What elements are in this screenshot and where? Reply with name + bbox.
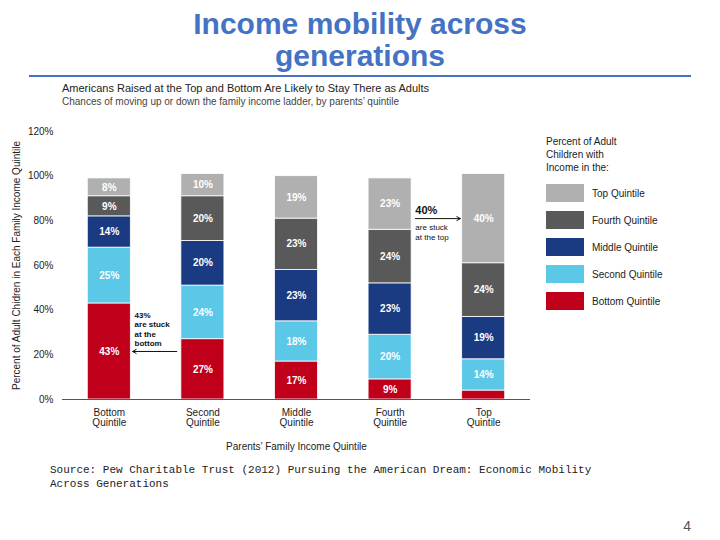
svg-text:MiddleQuintile: MiddleQuintile bbox=[280, 407, 314, 428]
svg-text:10%: 10% bbox=[193, 179, 213, 190]
svg-text:FourthQuintile: FourthQuintile bbox=[373, 407, 407, 428]
svg-text:43%are stuckat thebottom: 43%are stuckat thebottom bbox=[135, 311, 171, 349]
svg-text:20%: 20% bbox=[380, 351, 400, 362]
svg-text:23%: 23% bbox=[380, 198, 400, 209]
svg-text:19%: 19% bbox=[474, 332, 494, 343]
svg-text:40%: 40% bbox=[474, 213, 494, 224]
svg-text:27%: 27% bbox=[193, 364, 213, 375]
svg-text:Percent of Adult Chidren in Ea: Percent of Adult Chidren in Each Family … bbox=[11, 141, 22, 390]
svg-text:24%: 24% bbox=[474, 284, 494, 295]
svg-text:18%: 18% bbox=[286, 336, 306, 347]
html-text:Chances of moving up or down t: Chances of moving up or down the family … bbox=[62, 96, 399, 107]
svg-text:SecondQuintile: SecondQuintile bbox=[186, 407, 220, 428]
svg-text:23%: 23% bbox=[380, 303, 400, 314]
svg-text:17%: 17% bbox=[286, 375, 306, 386]
html-text:Bottom Quintile: Bottom Quintile bbox=[592, 295, 661, 307]
svg-text:24%: 24% bbox=[193, 307, 213, 318]
svg-text:0%: 0% bbox=[39, 394, 54, 405]
svg-text:20%: 20% bbox=[33, 349, 53, 360]
svg-text:14%: 14% bbox=[474, 369, 494, 380]
html-text:Middle Quintile: Middle Quintile bbox=[592, 241, 659, 253]
html-text:Percent of Adult Children with: Percent of Adult Children with Income in… bbox=[546, 136, 617, 173]
html-text:Income mobility across generat: Income mobility across generations bbox=[193, 7, 527, 72]
svg-text:100%: 100% bbox=[28, 170, 54, 181]
html-text:Second Quintile: Second Quintile bbox=[592, 268, 663, 280]
svg-text:TopQuintile: TopQuintile bbox=[467, 407, 501, 428]
svg-text:20%: 20% bbox=[193, 257, 213, 268]
svg-text:40%: 40% bbox=[33, 304, 53, 315]
svg-text:20%: 20% bbox=[193, 213, 213, 224]
svg-text:BottomQuintile: BottomQuintile bbox=[92, 407, 126, 428]
svg-text:40%: 40% bbox=[415, 204, 437, 216]
svg-text:are stuckat the top: are stuckat the top bbox=[415, 223, 449, 242]
html-text:Americans Raised at the Top an: Americans Raised at the Top and Bottom A… bbox=[62, 82, 430, 94]
svg-text:25%: 25% bbox=[99, 270, 119, 281]
svg-text:43%: 43% bbox=[99, 346, 119, 357]
html-text:Source: Pew Charitable Trust (: Source: Pew Charitable Trust (2012) Purs… bbox=[50, 464, 592, 491]
svg-text:23%: 23% bbox=[286, 238, 306, 249]
svg-text:60%: 60% bbox=[33, 260, 53, 271]
svg-text:80%: 80% bbox=[33, 215, 53, 226]
html-text:Fourth Quintile: Fourth Quintile bbox=[592, 214, 658, 226]
svg-text:19%: 19% bbox=[286, 192, 306, 203]
svg-text:23%: 23% bbox=[286, 290, 306, 301]
html-text:Top Quintile: Top Quintile bbox=[592, 187, 645, 199]
svg-text:14%: 14% bbox=[99, 226, 119, 237]
svg-text:24%: 24% bbox=[380, 251, 400, 262]
svg-text:120%: 120% bbox=[28, 126, 54, 137]
svg-text:Parents’ Family Income Quintil: Parents’ Family Income Quintile bbox=[226, 441, 367, 452]
svg-text:8%: 8% bbox=[102, 182, 117, 193]
svg-text:9%: 9% bbox=[383, 384, 398, 395]
html-text:4: 4 bbox=[683, 518, 691, 534]
svg-text:9%: 9% bbox=[102, 201, 117, 212]
